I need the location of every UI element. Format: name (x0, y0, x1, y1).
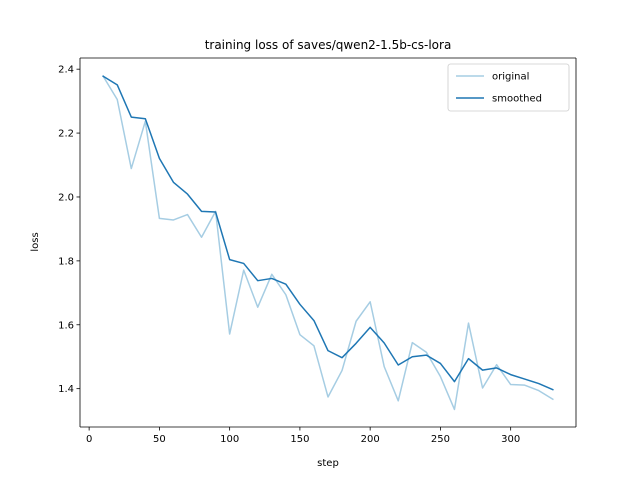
y-tick-label: 1.8 (58, 256, 74, 267)
x-axis-label: step (317, 458, 339, 469)
x-tick-label: 150 (290, 434, 309, 445)
x-tick-label: 0 (86, 434, 92, 445)
x-tick-label: 50 (153, 434, 166, 445)
series-layer (102, 75, 554, 411)
axes-layer (79, 57, 577, 428)
x-tick-label: 250 (431, 434, 450, 445)
series-line-smoothed (102, 75, 554, 391)
x-tick-label: 200 (361, 434, 380, 445)
y-tick-label: 1.6 (58, 320, 74, 331)
y-axis-label: loss (30, 232, 41, 251)
legend-label: original (492, 72, 529, 83)
y-tick-label: 2.4 (58, 65, 74, 76)
y-tick-label: 2.0 (58, 192, 74, 203)
legend-label: smoothed (492, 94, 542, 105)
legend: original smoothed (447, 63, 570, 112)
x-tick-label: 300 (501, 434, 520, 445)
y-tick-label: 1.4 (58, 384, 74, 395)
chart-title: training loss of saves/qwen2-1.5b-cs-lor… (205, 38, 452, 52)
x-tick-label: 100 (220, 434, 239, 445)
y-tick-label: 2.2 (58, 129, 74, 140)
ticks-layer: 0 50 100 150 200 250 300 1.4 1.6 1.8 2.0 2.2 2.4 (58, 65, 520, 445)
